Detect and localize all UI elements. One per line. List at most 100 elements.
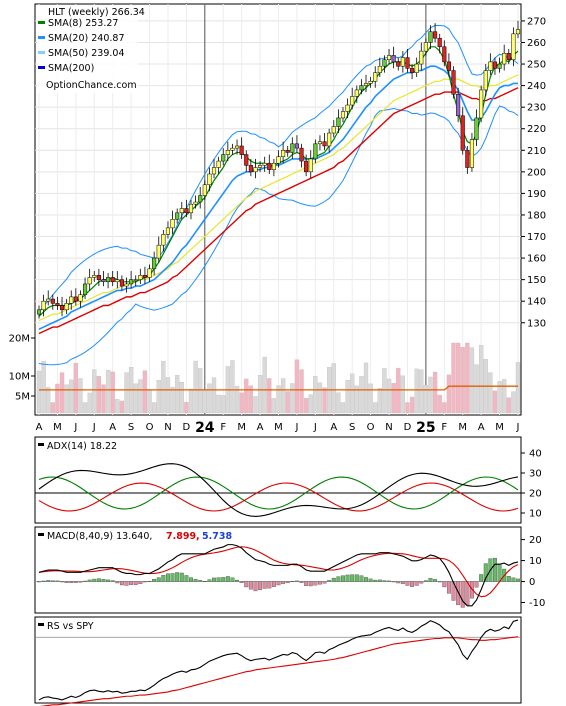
volume-bar bbox=[405, 402, 410, 414]
candle-body bbox=[502, 53, 507, 65]
candle-body bbox=[460, 115, 465, 151]
x-tick-label: M bbox=[274, 422, 283, 433]
macd-histogram-bar bbox=[414, 581, 419, 586]
legend-sma20: SMA(20) 240.87 bbox=[48, 33, 125, 44]
volume-bar bbox=[479, 345, 484, 414]
volume-bar bbox=[115, 399, 120, 414]
volume-bar bbox=[276, 385, 281, 414]
volume-bar bbox=[151, 402, 157, 414]
candle-body bbox=[515, 29, 521, 35]
volume-bar bbox=[331, 363, 336, 414]
macd-histogram-bar bbox=[129, 581, 134, 585]
macd-histogram-bar bbox=[253, 581, 258, 592]
candle-body bbox=[345, 104, 350, 112]
candle-body bbox=[87, 277, 92, 285]
volume-bar bbox=[216, 394, 221, 414]
volume-bar bbox=[455, 342, 461, 414]
macd-histogram-bar bbox=[248, 581, 253, 590]
candle-body bbox=[271, 162, 276, 170]
candle-body bbox=[294, 143, 299, 149]
macd-histogram-bar bbox=[64, 581, 69, 584]
volume-bar bbox=[193, 360, 198, 414]
y-tick-label: 240 bbox=[527, 81, 546, 92]
macd-histogram-bar bbox=[341, 575, 345, 582]
volume-bar bbox=[87, 392, 92, 414]
volume-bar bbox=[317, 382, 323, 414]
macd-histogram-bar bbox=[142, 581, 147, 583]
macd-histogram-bar bbox=[87, 579, 92, 582]
lower-band bbox=[38, 105, 519, 366]
x-tick-label: J bbox=[313, 422, 317, 433]
y-tick-label: 230 bbox=[527, 103, 546, 114]
macd-histogram-bar bbox=[83, 580, 88, 582]
volume-bar bbox=[239, 392, 244, 414]
candle-body bbox=[161, 234, 166, 246]
candle-body bbox=[244, 154, 249, 166]
volume-bar bbox=[432, 371, 438, 414]
macd-histogram-bar bbox=[313, 581, 318, 586]
candle-body bbox=[101, 279, 106, 283]
candle-body bbox=[156, 244, 161, 259]
candle-body bbox=[350, 96, 355, 106]
candle-body bbox=[50, 298, 55, 304]
candle-body bbox=[285, 150, 290, 153]
y-tick-label: 180 bbox=[527, 210, 546, 221]
candle-body bbox=[248, 165, 253, 173]
rs-series bbox=[35, 619, 521, 706]
adx-tick-label: 40 bbox=[529, 449, 542, 460]
volume-bar bbox=[354, 385, 359, 414]
volume-bar bbox=[460, 347, 465, 414]
macd-hist-value: 5.738 bbox=[202, 531, 232, 542]
candle-body bbox=[234, 145, 240, 149]
adx-line bbox=[38, 463, 519, 517]
macd-tick-label: -10 bbox=[529, 598, 545, 609]
volume-tick-label: 10M bbox=[9, 372, 30, 383]
macd-label: MACD(8,40,9) 13.640, bbox=[47, 531, 152, 542]
macd-histogram-bar bbox=[405, 581, 410, 586]
candle-body bbox=[179, 208, 184, 214]
candle-body bbox=[419, 50, 424, 65]
volume-bar bbox=[101, 384, 106, 414]
macd-histogram-bar bbox=[419, 581, 424, 584]
chart-legend: HLT (weekly) 266.34 SMA(8) 253.27 SMA(20… bbox=[38, 5, 145, 93]
volume-bar bbox=[55, 383, 60, 414]
volume-bar bbox=[488, 372, 493, 414]
candle-body bbox=[363, 83, 369, 86]
volume-bar bbox=[290, 383, 295, 414]
candle-body bbox=[354, 89, 359, 97]
candle-body bbox=[202, 184, 207, 196]
macd-histogram-bar bbox=[364, 577, 368, 582]
volume-bar bbox=[244, 378, 249, 414]
volume-bar bbox=[184, 402, 189, 414]
candle-body bbox=[216, 160, 221, 168]
volume-bar bbox=[419, 369, 424, 414]
x-tick-label: A bbox=[478, 422, 485, 433]
candle-body bbox=[386, 55, 392, 60]
adx-tick-label: 10 bbox=[529, 509, 542, 520]
price-series bbox=[36, 20, 521, 366]
macd-histogram-bar bbox=[423, 580, 428, 582]
candle-body bbox=[106, 277, 111, 283]
candle-body bbox=[133, 279, 138, 281]
macd-histogram-bar bbox=[336, 576, 341, 582]
candle-body bbox=[276, 156, 281, 164]
candle-body bbox=[207, 173, 212, 186]
y-tick-label: 270 bbox=[527, 16, 546, 27]
candle-body bbox=[253, 167, 258, 173]
volume-bar bbox=[138, 379, 143, 414]
candle-body bbox=[92, 275, 97, 278]
macd-histogram-bar bbox=[327, 580, 332, 582]
y-tick-label: 260 bbox=[527, 38, 546, 49]
candle-body bbox=[175, 212, 180, 220]
volume-bar bbox=[179, 382, 184, 414]
x-tick-label: 24 bbox=[195, 420, 215, 436]
macd-histogram-bar bbox=[299, 581, 304, 584]
x-tick-label: M bbox=[458, 422, 467, 433]
volume-bar bbox=[248, 385, 254, 414]
candle-body bbox=[465, 150, 470, 168]
volume-bar bbox=[73, 362, 78, 414]
candle-body bbox=[299, 147, 304, 162]
macd-histogram-bar bbox=[69, 581, 74, 584]
candle-body bbox=[377, 65, 382, 73]
macd-histogram-bar bbox=[350, 574, 355, 582]
